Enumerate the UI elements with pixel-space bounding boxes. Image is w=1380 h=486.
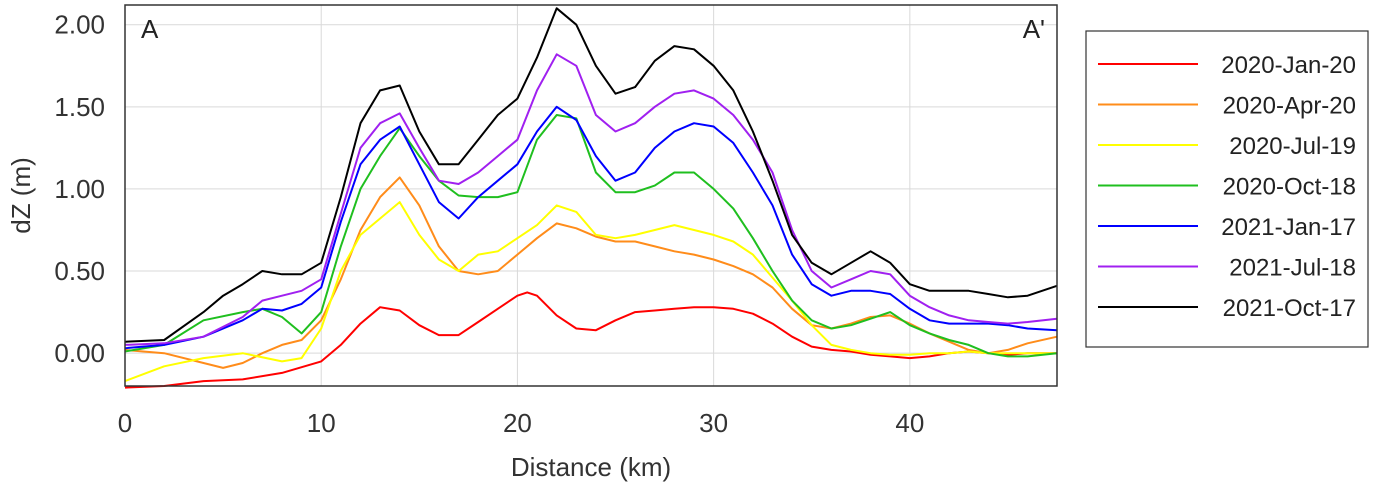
series-line (124, 7, 1058, 343)
corner-label-left: A (141, 14, 159, 44)
y-tick-label: 1.00 (54, 174, 105, 204)
series-line (124, 176, 1058, 369)
axis-ticks: 0 10 20 30 40 0.00 0.50 1.00 1.50 2.00 (54, 10, 924, 438)
grid (124, 5, 1057, 386)
series-line (124, 291, 1057, 389)
x-axis-title: Distance (km) (511, 452, 671, 482)
x-tick-label: 30 (699, 408, 728, 438)
series-lines (124, 7, 1058, 389)
series-line (124, 114, 1058, 358)
x-tick-label: 20 (503, 408, 532, 438)
x-tick-label: 0 (118, 408, 132, 438)
legend-label: 2020-Oct-18 (1223, 174, 1356, 201)
legend-label: 2020-Apr-20 (1223, 93, 1356, 120)
legend-label: 2020-Jul-19 (1229, 133, 1356, 160)
corner-label-right: A' (1023, 14, 1045, 44)
legend-label: 2020-Jan-20 (1221, 52, 1356, 79)
y-tick-label: 2.00 (54, 10, 105, 40)
legend: 2020-Jan-20 2020-Apr-20 2020-Jul-19 2020-Oc… (1085, 30, 1369, 348)
y-tick-label: 1.50 (54, 92, 105, 122)
legend-label: 2021-Jan-17 (1221, 214, 1356, 241)
x-tick-label: 10 (307, 408, 336, 438)
y-axis-title: dZ (m) (6, 157, 36, 234)
y-tick-label: 0.00 (54, 338, 105, 368)
series-line (124, 53, 1058, 346)
series-line (124, 201, 1057, 383)
x-tick-label: 40 (895, 408, 924, 438)
legend-box (1085, 30, 1369, 348)
legend-label: 2021-Jul-18 (1229, 255, 1356, 282)
series-line (124, 105, 1058, 350)
y-tick-label: 0.50 (54, 256, 105, 286)
legend-label: 2021-Oct-17 (1223, 295, 1356, 322)
plot-frame (124, 4, 1058, 387)
